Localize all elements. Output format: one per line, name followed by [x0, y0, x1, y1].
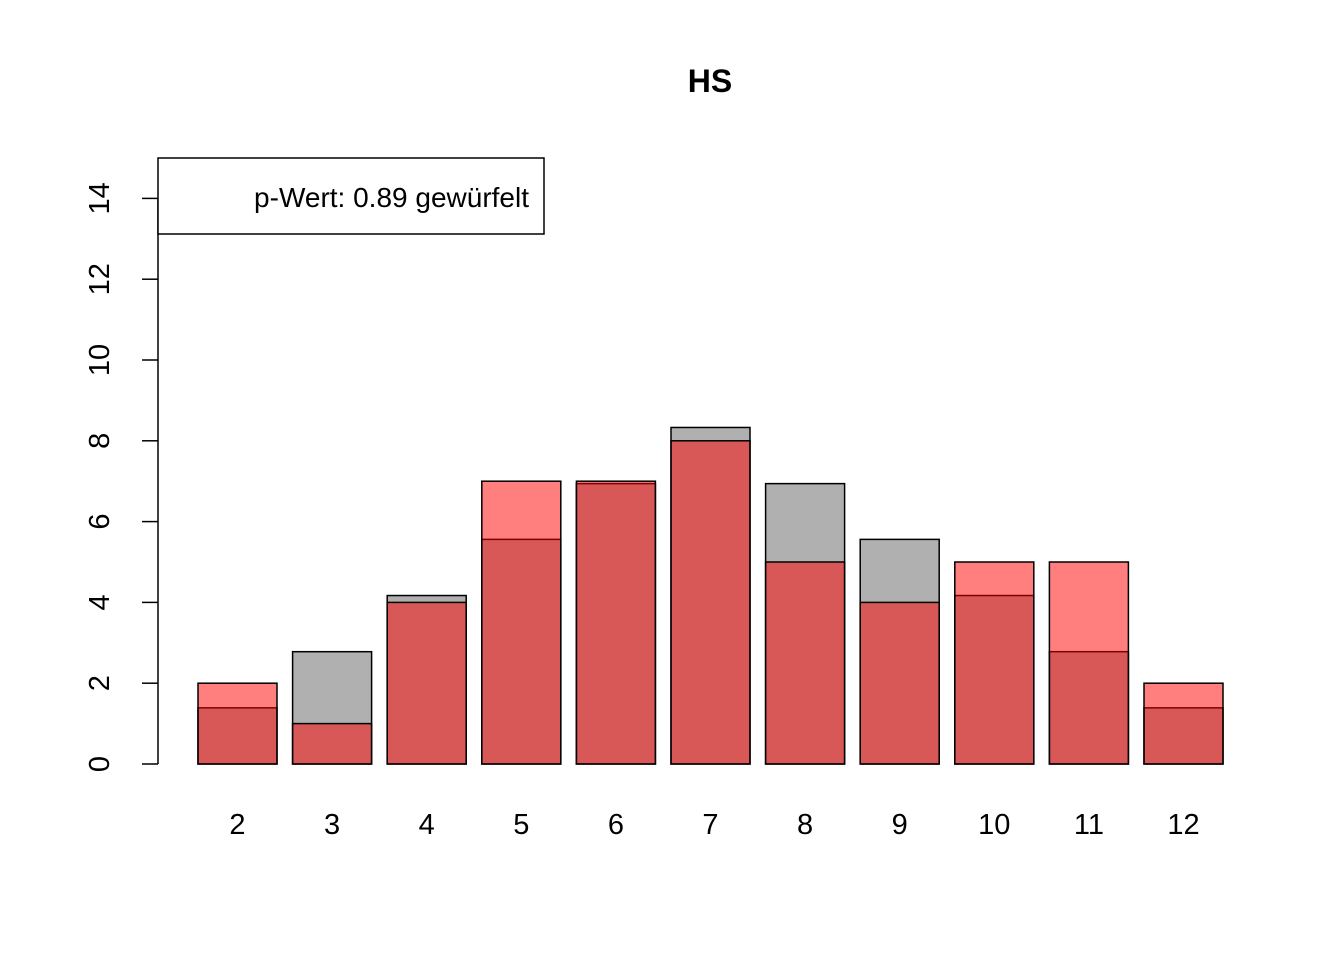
x-tick-label: 6 [608, 809, 624, 841]
observed-bar [291, 722, 373, 765]
observed-bars [197, 440, 1224, 765]
legend: p-Wert: 0.89 gewürfelt [157, 157, 545, 235]
x-tick-label: 7 [702, 809, 718, 841]
observed-bar [1143, 682, 1224, 765]
y-tick-label: 12 [84, 263, 116, 295]
x-tick-label: 11 [1074, 809, 1104, 841]
y-tick-label: 8 [84, 433, 116, 449]
x-tick-label: 3 [324, 809, 340, 841]
y-tick-label: 10 [84, 344, 116, 376]
x-axis-labels: 2 3 4 5 6 7 8 9 10 11 12 [229, 809, 1199, 841]
observed-bar [197, 682, 278, 765]
observed-bar [954, 561, 1035, 765]
x-tick-label: 12 [1167, 809, 1199, 841]
y-tick-label: 4 [84, 594, 116, 610]
observed-bar [859, 601, 940, 765]
y-tick-label: 6 [84, 514, 116, 530]
y-axis-ticks: 0 2 4 6 8 10 12 14 [84, 182, 158, 772]
x-tick-label: 9 [892, 809, 908, 841]
observed-bar [575, 480, 657, 765]
chart-title: HS [688, 63, 732, 99]
observed-bar [1048, 561, 1130, 765]
y-tick-label: 0 [84, 756, 116, 772]
observed-bar [764, 561, 846, 765]
y-tick-label: 2 [84, 675, 116, 691]
x-tick-label: 5 [513, 809, 529, 841]
legend-box [157, 157, 545, 235]
y-tick-label: 14 [84, 182, 116, 214]
observed-bar [386, 601, 467, 765]
x-tick-label: 10 [978, 809, 1010, 841]
x-tick-label: 4 [419, 809, 435, 841]
x-tick-label: 2 [229, 809, 245, 841]
x-tick-label: 8 [797, 809, 813, 841]
observed-bar [481, 480, 562, 765]
observed-bar [670, 440, 751, 765]
legend-text: p-Wert: 0.89 gewürfelt [254, 182, 529, 213]
